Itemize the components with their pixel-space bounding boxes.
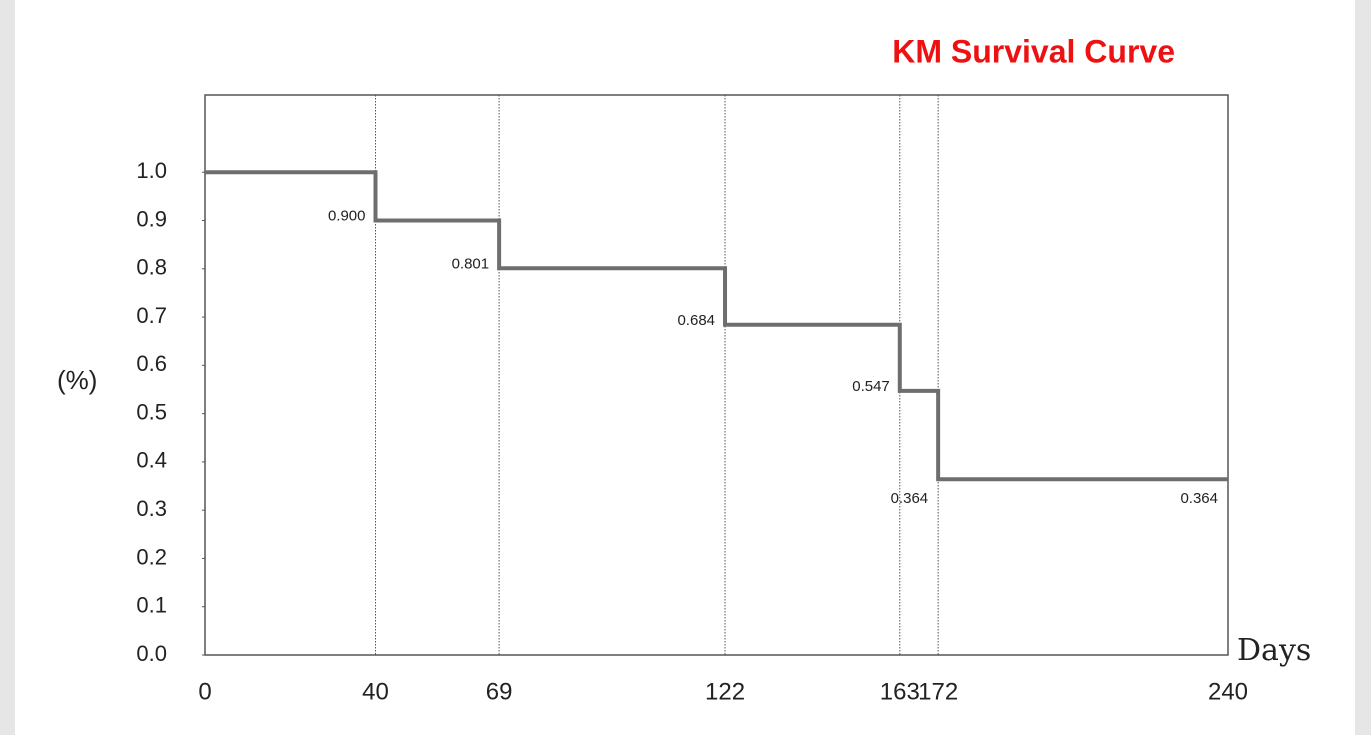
- y-tick-label: 0.4: [136, 448, 167, 473]
- value-label: 0.364: [891, 490, 929, 507]
- value-label: 0.801: [452, 255, 490, 272]
- x-tick-label: 40: [362, 678, 389, 705]
- y-tick-label: 0.5: [136, 399, 167, 424]
- y-tick-label: 0.8: [136, 255, 167, 280]
- y-tick-label: 0.0: [136, 641, 167, 666]
- y-tick-label: 1.0: [136, 158, 167, 183]
- x-tick-label: 69: [486, 678, 513, 705]
- value-label: 0.900: [328, 207, 366, 224]
- x-tick-label: 172: [918, 678, 958, 705]
- value-label: 0.364: [1180, 490, 1218, 507]
- x-tick-label: 0: [198, 678, 211, 705]
- y-tick-label: 0.1: [136, 593, 167, 618]
- value-label: 0.547: [852, 378, 890, 395]
- x-axis-label: Days: [1237, 633, 1311, 668]
- x-tick-label: 122: [705, 678, 745, 705]
- chart-title: KM Survival Curve: [892, 33, 1175, 69]
- y-tick-label: 0.7: [136, 303, 167, 328]
- x-tick-label: 240: [1208, 678, 1248, 705]
- y-axis-label: (%): [57, 365, 97, 395]
- y-tick-label: 0.6: [136, 351, 167, 376]
- survival-line: [205, 170, 1228, 482]
- plot-frame: [204, 94, 1229, 656]
- chart: KM Survival Curve (%) Days 0.0 0.1 0.2 0.3 0…: [15, 0, 1355, 735]
- y-tick-label: 0.9: [136, 206, 167, 231]
- x-tick-label: 163: [880, 678, 920, 705]
- y-tick-label: 0.2: [136, 544, 167, 569]
- y-tick-label: 0.3: [136, 496, 167, 521]
- value-label: 0.684: [677, 312, 715, 329]
